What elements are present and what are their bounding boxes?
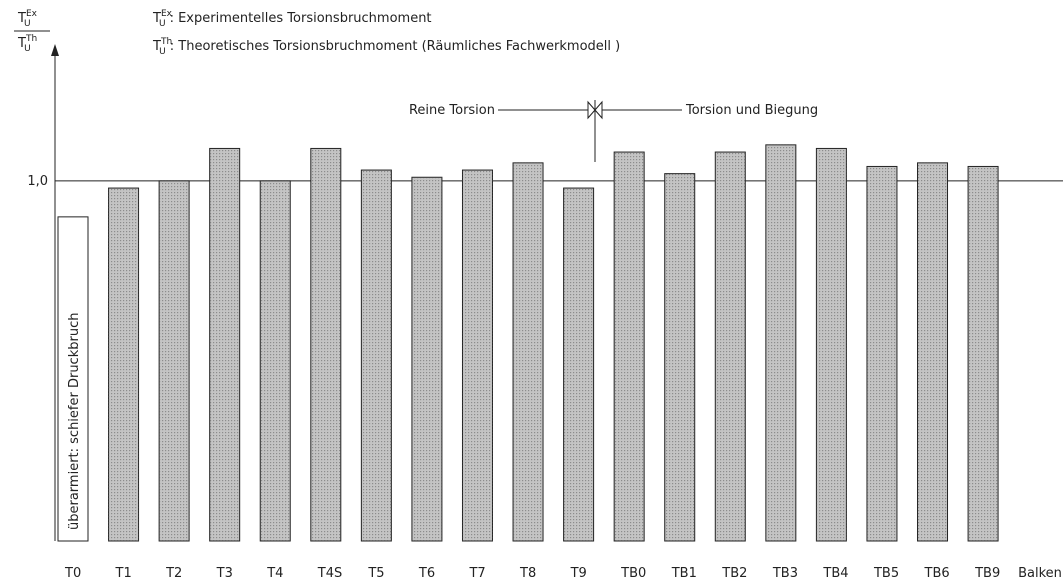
x-tick-label: T5 — [367, 566, 384, 581]
bar-stipple — [513, 162, 544, 541]
annotation: überarmiert: schiefer Druckbruch — [67, 313, 82, 530]
bar-stipple — [917, 162, 948, 541]
x-tick-label: T7 — [468, 566, 485, 581]
x-tick-label: TB2 — [721, 566, 747, 581]
y-label-numerator: TEx U — [17, 9, 38, 29]
x-label: Balken — [1018, 566, 1062, 581]
bar-stipple — [715, 152, 746, 542]
bar-stipple — [765, 144, 796, 541]
bar-stipple — [968, 166, 999, 541]
x-tick-label: TB4 — [822, 566, 848, 581]
bar-stipple — [462, 170, 493, 541]
bar-stipple — [108, 188, 139, 541]
legend-entry: TTh U: Theoretisches Torsionsbruchmoment … — [152, 37, 620, 57]
axis-arrow — [51, 44, 59, 56]
annotation: Reine Torsion — [409, 103, 495, 118]
x-tick-label: TB6 — [924, 566, 950, 581]
x-tick-label: TB5 — [873, 566, 899, 581]
x-tick-label: T4S — [317, 566, 342, 581]
y-tick-label: 1,0 — [27, 174, 48, 189]
bar-stipple — [816, 148, 847, 542]
x-tick-label: T8 — [519, 566, 536, 581]
bar-stipple — [664, 173, 695, 542]
bar — [57, 216, 89, 542]
x-tick-label: TB9 — [974, 566, 1000, 581]
x-tick-label: T6 — [418, 566, 435, 581]
bar-stipple — [411, 177, 442, 542]
x-tick-label: T0 — [64, 566, 81, 581]
x-tick-label: T4 — [266, 566, 283, 581]
bar-stipple — [209, 148, 240, 542]
y-label-denominator: TTh U — [17, 34, 37, 54]
x-tick-label: TB1 — [671, 566, 697, 581]
x-tick-label: T9 — [570, 566, 587, 581]
x-tick-label: T1 — [115, 566, 132, 581]
annotation: Torsion und Biegung — [685, 103, 818, 118]
bar-stipple — [563, 188, 594, 541]
group-divider — [498, 100, 682, 162]
bar-stipple — [310, 148, 341, 542]
x-tick-label: T3 — [216, 566, 233, 581]
bar-stipple — [614, 152, 645, 542]
bar-stipple — [159, 180, 190, 541]
bar-stipple — [866, 166, 897, 541]
x-tick-label: TB3 — [772, 566, 798, 581]
bar-stipple — [361, 170, 392, 541]
bar-stipple — [260, 180, 291, 541]
legend-entry: TEx U: Experimentelles Torsionsbruchmomen… — [152, 9, 432, 29]
x-tick-label: T2 — [165, 566, 182, 581]
x-tick-label: TB0 — [620, 566, 646, 581]
